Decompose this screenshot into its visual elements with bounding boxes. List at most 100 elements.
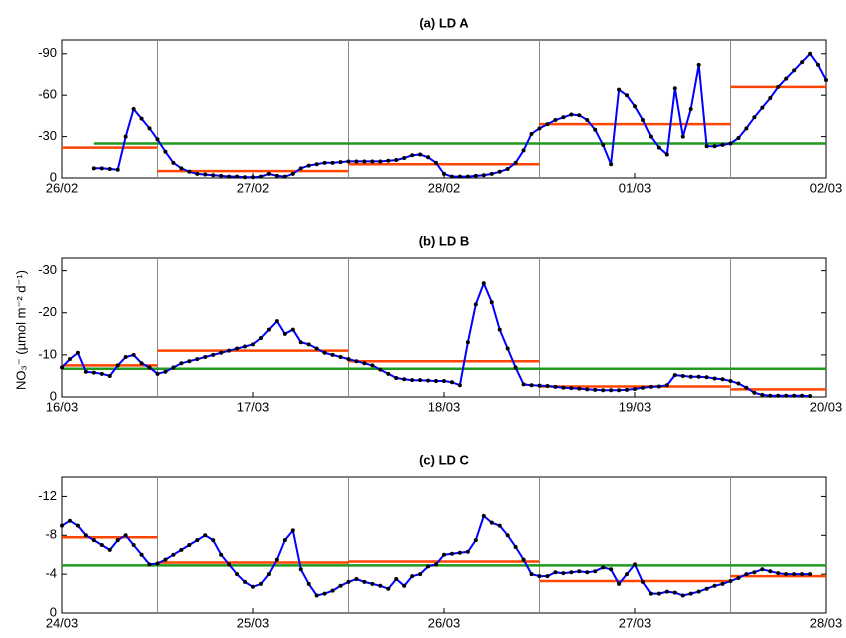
data-point [203,172,208,177]
data-point [537,574,542,579]
data-point [784,76,789,81]
data-point [744,385,749,390]
y-axis-label: NO₃⁻ (µmol m⁻² d⁻¹) [13,270,28,390]
series-line [93,52,827,179]
data-point [67,518,72,523]
x-tick-label: 26/03 [428,615,461,630]
data-point [617,581,622,586]
data-point [529,572,534,577]
y-tick-label: 0 [50,604,57,619]
data-point [442,552,446,557]
data-point [330,352,335,357]
data-point [386,371,391,376]
data-point [585,570,590,575]
data-point [123,134,128,139]
data-point [322,160,327,165]
data-point [640,579,645,584]
data-point [346,579,351,584]
data-point [227,562,232,567]
data-point [672,86,677,91]
data-point [640,118,645,123]
data-point [370,581,375,586]
data-point [67,357,72,362]
data-point [266,171,271,176]
y-tick-label: -30 [38,262,57,277]
data-point [513,160,518,165]
data-point [203,354,208,359]
data-point [123,533,128,538]
data-point [163,369,168,374]
x-tick-label: 18/03 [428,399,461,414]
data-point [473,173,478,178]
data-point [664,152,669,157]
data-point [179,166,184,171]
data-point [489,300,494,305]
data-point [513,544,518,549]
data-point [593,127,598,132]
data-point [800,60,805,65]
data-point [354,359,359,364]
data-point [457,174,462,179]
data-point [211,173,216,178]
data-point [75,350,80,355]
panel-title: (a) LD A [419,15,469,30]
data-point [107,167,112,172]
x-tick-label: 02/03 [810,180,843,195]
data-point [648,591,653,596]
data-point [529,383,534,388]
data-point [808,572,813,577]
x-tick-label: 16/03 [46,399,79,414]
data-point [465,340,470,345]
data-point [346,357,351,362]
data-point [800,393,805,398]
data-point [354,577,359,581]
x-tick-label: 01/03 [619,180,652,195]
data-point [553,384,558,389]
data-point [298,166,303,171]
data-point [553,118,558,123]
data-point [481,513,486,518]
data-point [187,359,192,364]
data-point [187,543,192,547]
data-point [330,160,335,165]
data-point [545,122,550,127]
data-point [577,386,582,391]
data-point [648,384,653,389]
data-point [704,144,709,149]
data-point [664,383,669,388]
data-point [497,327,502,332]
data-point [306,581,311,586]
data-point [545,574,550,579]
data-point [322,591,327,596]
data-point [816,62,821,67]
data-point [394,577,399,581]
data-point [601,142,606,147]
data-point [800,572,805,577]
data-point [99,166,104,171]
data-point [338,354,343,359]
data-point [370,159,375,164]
data-point [513,365,518,370]
data-point [696,589,701,594]
x-tick-label: 26/02 [46,180,79,195]
x-tick-label: 17/03 [237,399,270,414]
data-point [418,152,423,157]
data-point [426,564,431,569]
data-point [824,78,828,83]
data-point [155,561,160,566]
data-point [402,583,407,588]
y-tick-label: -90 [38,45,57,60]
data-point [609,162,614,167]
data-point [672,373,677,378]
data-point [768,95,773,100]
data-point [704,586,709,591]
panel-title: (b) LD B [419,233,470,248]
data-point [481,173,486,178]
data-point [258,336,263,341]
data-point [473,302,478,307]
data-point [139,116,144,121]
data-point [633,562,637,567]
data-point [688,591,693,596]
x-tick-label: 24/03 [46,615,79,630]
x-tick-label: 20/03 [810,399,843,414]
